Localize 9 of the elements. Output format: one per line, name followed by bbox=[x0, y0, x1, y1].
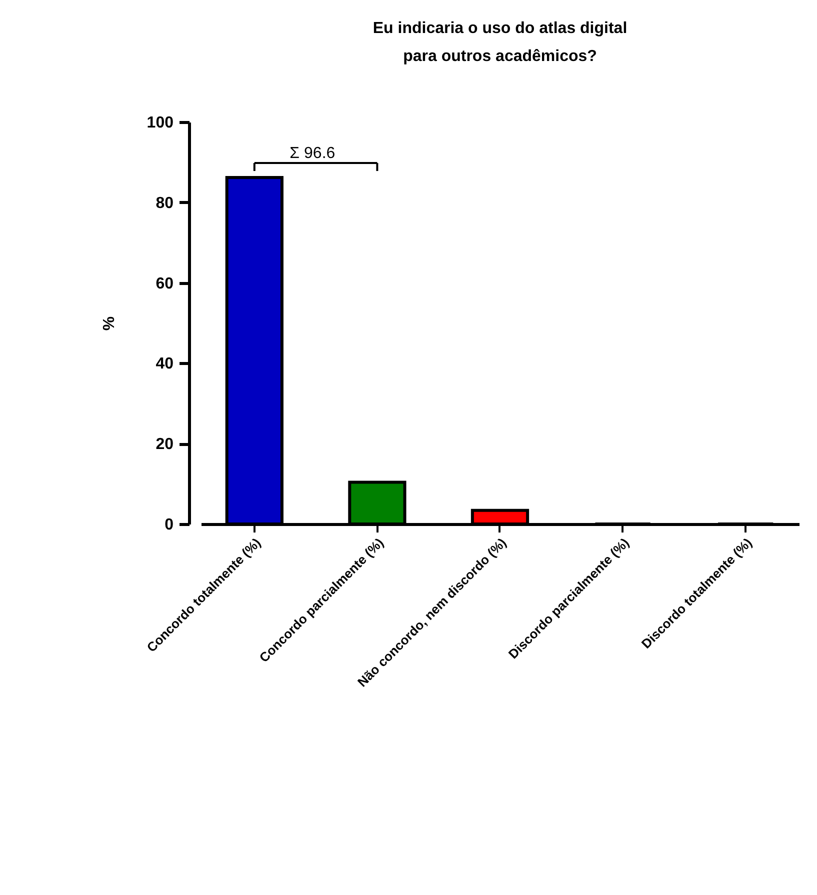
chart-title: Eu indicaria o uso do atlas digital para outros acadêmicos? bbox=[372, 20, 628, 65]
y-tick-label: 40 bbox=[156, 356, 174, 373]
annotation: Σ 96.6 bbox=[290, 145, 336, 162]
y-tick-label: 60 bbox=[156, 275, 174, 292]
y-tick-label: 80 bbox=[156, 194, 174, 212]
y-axis-title: % bbox=[100, 316, 118, 331]
y-tick-label: 0 bbox=[164, 516, 174, 534]
y-tick-label: 100 bbox=[146, 114, 174, 132]
y-tick-label: 20 bbox=[156, 436, 174, 454]
